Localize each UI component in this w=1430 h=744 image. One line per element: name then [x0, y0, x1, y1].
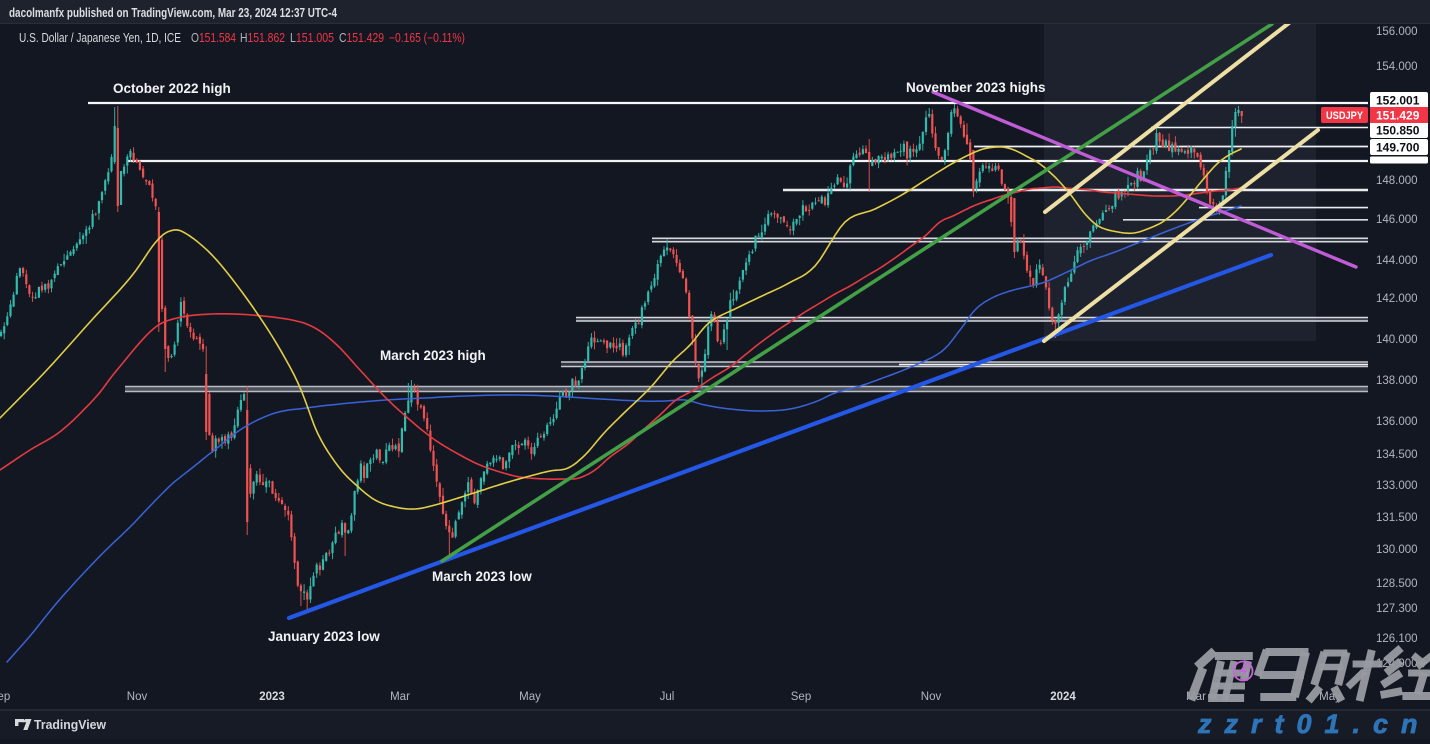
- svg-text:128.500: 128.500: [1376, 578, 1418, 590]
- svg-text:156.000: 156.000: [1376, 26, 1418, 38]
- svg-text:U.S. Dollar / Japanese Yen, 1D: U.S. Dollar / Japanese Yen, 1D, ICE: [19, 31, 181, 45]
- svg-text:2024: 2024: [1050, 691, 1076, 703]
- svg-text:March 2023 low: March 2023 low: [432, 569, 532, 584]
- svg-text:138.000: 138.000: [1376, 375, 1418, 387]
- svg-text:151.429: 151.429: [1376, 109, 1420, 123]
- svg-text:January 2023 low: January 2023 low: [268, 629, 380, 644]
- svg-text:136.000: 136.000: [1376, 416, 1418, 428]
- svg-text:133.000: 133.000: [1376, 480, 1418, 492]
- svg-text:130.000: 130.000: [1376, 544, 1418, 556]
- svg-text:H151.862: H151.862: [240, 31, 285, 45]
- svg-text:150.850: 150.850: [1376, 124, 1420, 138]
- svg-text:146.000: 146.000: [1376, 214, 1418, 226]
- svg-text:Nov: Nov: [921, 691, 942, 703]
- svg-text:March 2023 high: March 2023 high: [380, 348, 486, 363]
- svg-text:November 2023 highs: November 2023 highs: [906, 80, 1046, 95]
- svg-text:144.000: 144.000: [1376, 255, 1418, 267]
- svg-text:152.001: 152.001: [1376, 94, 1420, 108]
- svg-text:127.300: 127.300: [1376, 603, 1418, 615]
- svg-text:140.000: 140.000: [1376, 334, 1418, 346]
- svg-text:Mar: Mar: [390, 691, 410, 703]
- svg-text:131.500: 131.500: [1376, 512, 1418, 524]
- svg-text:−0.165 (−0.11%): −0.165 (−0.11%): [389, 31, 465, 45]
- svg-text:TradingView: TradingView: [34, 718, 106, 732]
- svg-text:Sep: Sep: [791, 691, 811, 703]
- svg-text:149.700: 149.700: [1376, 141, 1420, 155]
- svg-text:142.000: 142.000: [1376, 293, 1418, 305]
- svg-text:Nov: Nov: [127, 691, 148, 703]
- svg-text:USDJPY: USDJPY: [1326, 110, 1364, 122]
- svg-text:Sep: Sep: [0, 691, 10, 703]
- svg-text:O151.584: O151.584: [191, 31, 236, 45]
- svg-text:dacolmanfx published on Tradin: dacolmanfx published on TradingView.com,…: [9, 6, 337, 20]
- svg-text:L151.005: L151.005: [290, 31, 334, 45]
- svg-text:126.100: 126.100: [1376, 633, 1418, 645]
- svg-text:zzrt01.cn: zzrt01.cn: [1197, 709, 1430, 739]
- svg-text:Jul: Jul: [660, 691, 675, 703]
- svg-text:148.000: 148.000: [1376, 175, 1418, 187]
- svg-text:May: May: [519, 691, 541, 703]
- svg-text:2023: 2023: [259, 691, 285, 703]
- svg-text:134.500: 134.500: [1376, 449, 1418, 461]
- svg-text:C151.429: C151.429: [339, 31, 384, 45]
- svg-text:154.000: 154.000: [1376, 61, 1418, 73]
- svg-text:October 2022 high: October 2022 high: [113, 81, 231, 96]
